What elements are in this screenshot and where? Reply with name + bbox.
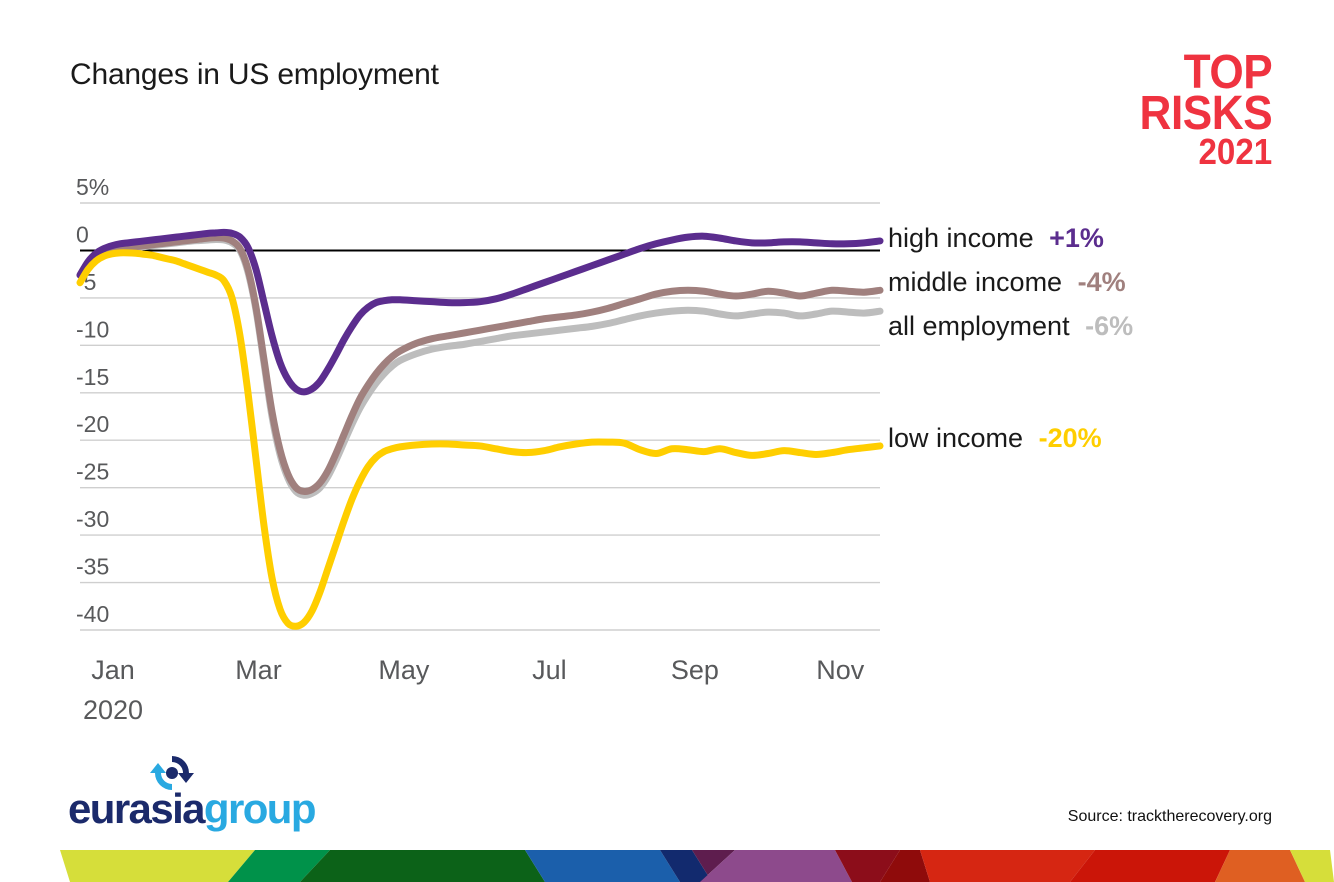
color-band-segment xyxy=(525,850,680,882)
y-axis-tick-label: -35 xyxy=(76,554,109,580)
eurasia-group-logo: eurasiagroup xyxy=(68,752,316,830)
color-band-segment xyxy=(835,850,900,882)
y-axis-tick-label: -20 xyxy=(76,411,109,437)
top-risks-line-1: TOP xyxy=(1183,46,1272,99)
x-axis-tick-label: Sep xyxy=(671,655,719,685)
y-axis-tick-label: 0 xyxy=(76,221,89,247)
legend-label-3: low income xyxy=(888,423,1024,453)
top-risks-line-2: RISKS xyxy=(1139,87,1272,141)
color-band-segment xyxy=(700,850,852,882)
color-band-segment xyxy=(692,850,735,882)
y-axis-tick-label: -10 xyxy=(76,316,109,342)
legend-value-2: -6% xyxy=(1085,311,1134,341)
eurasia-wordmark: eurasiagroup xyxy=(68,785,317,832)
color-band-segment xyxy=(228,850,330,882)
color-band-segment xyxy=(920,850,1095,882)
series-line-low-income xyxy=(76,249,884,630)
page-title: Changes in US employment xyxy=(70,58,439,91)
top-risks-year: 2021 xyxy=(1198,130,1272,172)
x-axis-tick-label: Jul xyxy=(532,655,567,685)
series-line-high-income xyxy=(76,228,884,396)
legend-item-low-income: low income -20% xyxy=(888,423,1102,454)
color-band-segment xyxy=(880,850,930,882)
source-note: Source: tracktherecovery.org xyxy=(1067,808,1272,825)
legend-label-1: middle income xyxy=(888,267,1063,297)
y-axis-tick-label: -15 xyxy=(76,364,109,390)
y-axis-labels: 5%0-5-10-15-20-25-30-35-40 xyxy=(76,174,109,627)
color-band-segment xyxy=(1070,850,1230,882)
color-band-segment xyxy=(1290,850,1334,882)
legend-label-0: high income xyxy=(888,223,1034,253)
legend-item-middle-income: middle income -4% xyxy=(888,267,1126,298)
y-axis-tick-label: -40 xyxy=(76,601,109,627)
eurasia-word: eurasia xyxy=(68,785,206,832)
data-series-group xyxy=(76,228,884,630)
x-axis-tick-label: Jan xyxy=(91,655,135,685)
color-band-segment xyxy=(60,850,255,882)
legend-label-2: all employment xyxy=(888,311,1070,341)
y-axis-tick-label: 5% xyxy=(76,174,109,200)
legend-item-high-income: high income +1% xyxy=(888,223,1104,254)
legend-value-1: -4% xyxy=(1077,267,1126,297)
y-axis-tick-label: -30 xyxy=(76,506,109,532)
x-axis-labels: Jan Mar May Jul Sep Nov 2020 xyxy=(83,655,865,725)
x-axis-tick-label: Nov xyxy=(816,655,865,685)
x-axis-year-label: 2020 xyxy=(83,695,143,725)
y-axis-tick-label: -25 xyxy=(76,459,109,485)
color-band-segment xyxy=(660,850,712,882)
color-band-segment xyxy=(1215,850,1305,882)
legend-value-0: +1% xyxy=(1049,223,1104,253)
legend-value-3: -20% xyxy=(1038,423,1102,453)
legend-item-all-employment: all employment -6% xyxy=(888,311,1133,342)
group-word: group xyxy=(203,785,317,832)
x-axis-tick-label: May xyxy=(378,655,430,685)
top-risks-logo: TOP RISKS 2021 xyxy=(1128,46,1272,172)
series-line-middle-income xyxy=(76,234,884,496)
decorative-color-band xyxy=(60,850,1334,882)
x-axis-tick-label: Mar xyxy=(235,655,282,685)
circular-arrows-icon xyxy=(150,756,194,790)
color-band-segment xyxy=(300,850,545,882)
